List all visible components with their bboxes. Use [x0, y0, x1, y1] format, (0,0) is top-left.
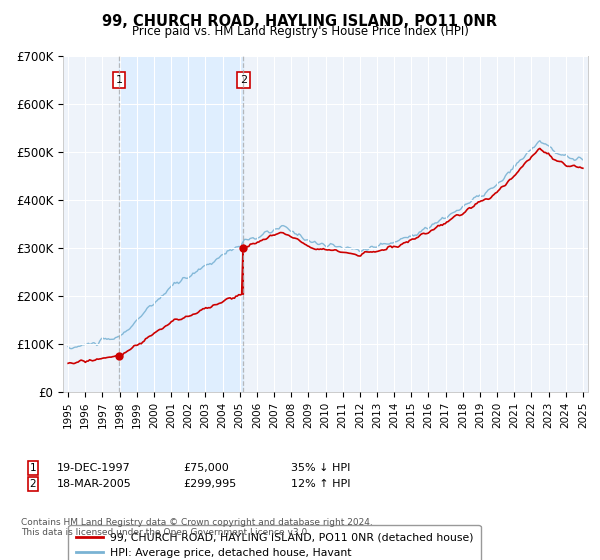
Legend: 99, CHURCH ROAD, HAYLING ISLAND, PO11 0NR (detached house), HPI: Average price, : 99, CHURCH ROAD, HAYLING ISLAND, PO11 0N…	[68, 525, 481, 560]
Text: 99, CHURCH ROAD, HAYLING ISLAND, PO11 0NR: 99, CHURCH ROAD, HAYLING ISLAND, PO11 0N…	[103, 14, 497, 29]
Text: 1: 1	[29, 463, 37, 473]
Text: Contains HM Land Registry data © Crown copyright and database right 2024.
This d: Contains HM Land Registry data © Crown c…	[21, 518, 373, 538]
Text: 2: 2	[240, 75, 247, 85]
Bar	[119, 56, 244, 392]
Text: 1: 1	[115, 75, 122, 85]
Text: £75,000: £75,000	[183, 463, 229, 473]
Text: 18-MAR-2005: 18-MAR-2005	[57, 479, 132, 489]
Text: Price paid vs. HM Land Registry's House Price Index (HPI): Price paid vs. HM Land Registry's House …	[131, 25, 469, 38]
Text: 2: 2	[29, 479, 37, 489]
Text: 12% ↑ HPI: 12% ↑ HPI	[291, 479, 350, 489]
Text: 19-DEC-1997: 19-DEC-1997	[57, 463, 131, 473]
Text: 35% ↓ HPI: 35% ↓ HPI	[291, 463, 350, 473]
Text: £299,995: £299,995	[183, 479, 236, 489]
